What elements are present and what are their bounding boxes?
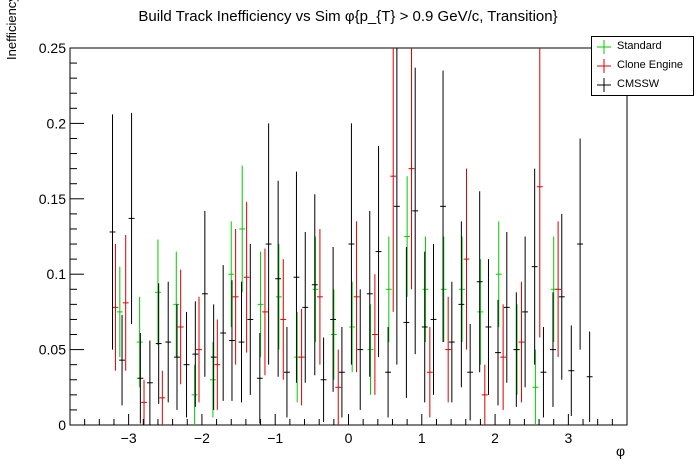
legend-label-standard: Standard (617, 40, 662, 52)
y-tick-label: 0.1 (47, 266, 67, 282)
y-tick-label: 0.15 (39, 191, 66, 207)
y-tick-label: 0.05 (39, 342, 66, 358)
x-tick-label: 1 (418, 430, 426, 446)
legend-label-clone-engine: Clone Engine (617, 59, 684, 71)
legend-mark-clone-engine (597, 59, 611, 73)
chart-title: Build Track Inefficiency vs Sim φ{p_{T} … (138, 8, 558, 25)
x-tick-label: −2 (194, 430, 210, 446)
x-tick-label: −1 (267, 430, 283, 446)
y-tick-label: 0.2 (47, 115, 67, 131)
legend-item-standard: Standard (592, 37, 693, 57)
x-tick-label: 0 (345, 430, 353, 446)
legend-item-clone-engine: Clone Engine (592, 56, 693, 76)
legend-mark-standard (597, 40, 611, 54)
x-tick-label: 3 (564, 430, 572, 446)
y-tick-label: 0 (58, 417, 66, 433)
legend-item-cmssw: CMSSW (592, 75, 693, 95)
y-tick-label: 0.25 (39, 40, 66, 56)
data-points (109, 48, 593, 425)
legend-label-cmssw: CMSSW (617, 78, 660, 90)
legend: Standard Clone Engine CMSSW (591, 36, 694, 96)
x-tick-label: −3 (121, 430, 137, 446)
x-tick-label: 2 (491, 430, 499, 446)
legend-mark-cmssw (597, 78, 611, 92)
x-axis-label: φ (616, 443, 626, 459)
